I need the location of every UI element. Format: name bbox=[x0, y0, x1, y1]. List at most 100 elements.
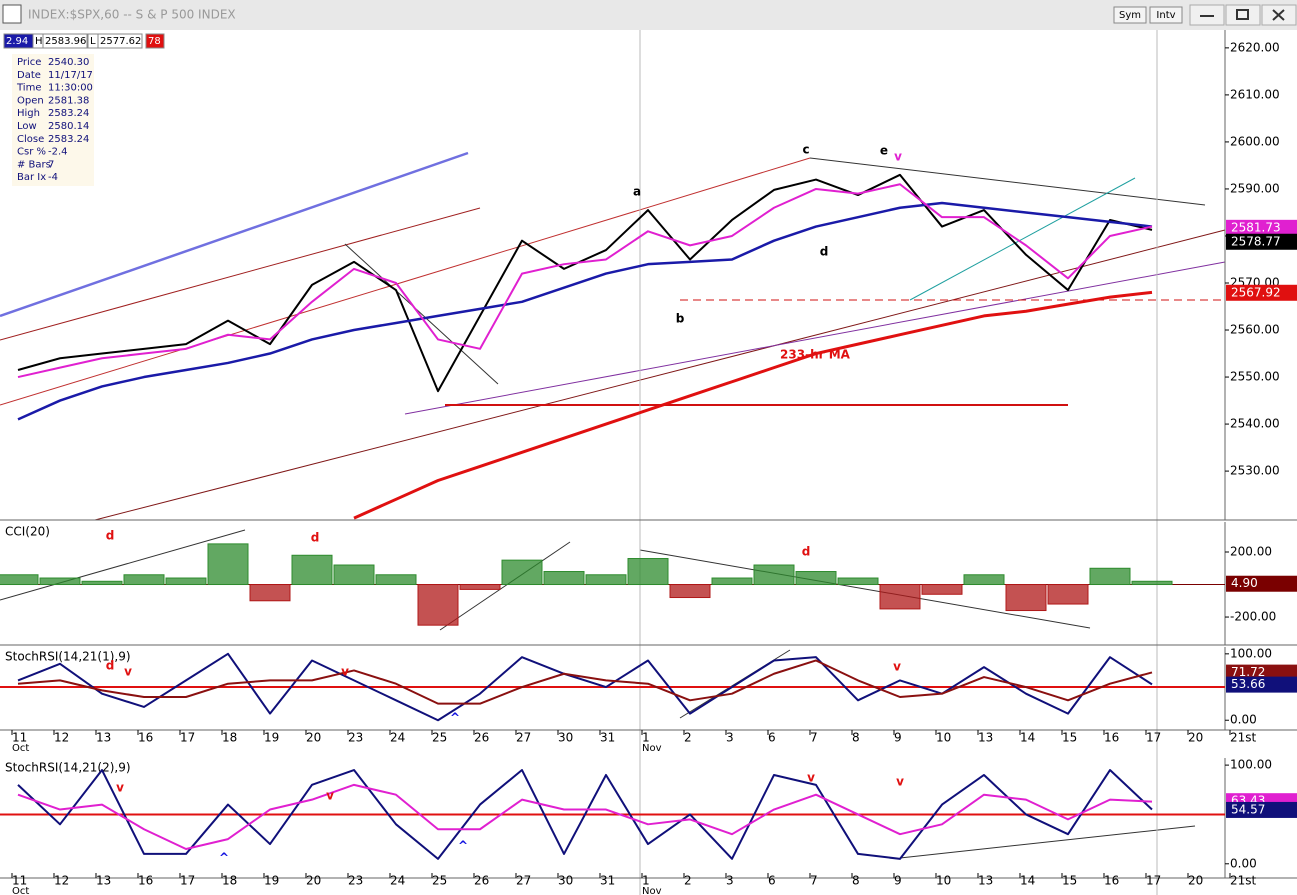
x-tick-label: 30 bbox=[558, 731, 573, 745]
quote-text: L bbox=[90, 36, 96, 47]
intv-button[interactable] bbox=[1149, 6, 1183, 24]
bar bbox=[837, 577, 879, 586]
y-tick-label: 2530.00 bbox=[1230, 464, 1280, 478]
x-tick-label: 17 bbox=[1146, 731, 1161, 745]
data-value: 2540.30 bbox=[48, 57, 89, 68]
x-tick-label: 13 bbox=[96, 731, 111, 745]
annotation: 233-hr MA bbox=[780, 348, 851, 362]
data-value: 2581.38 bbox=[48, 95, 89, 106]
annotation: d bbox=[311, 531, 320, 545]
annotation: v bbox=[894, 150, 902, 164]
annotation: d bbox=[802, 545, 811, 559]
x-tick-label: 17 bbox=[1146, 874, 1161, 888]
y-tick-label: -200.00 bbox=[1230, 610, 1276, 624]
x-tick-label: 20 bbox=[1188, 731, 1203, 745]
x-tick-label: 27 bbox=[516, 731, 531, 745]
last-value-label: 71.72 bbox=[1231, 665, 1265, 679]
data-value: 2580.14 bbox=[48, 121, 89, 132]
x-tick-label: 6 bbox=[768, 731, 776, 745]
x-tick-label: 15 bbox=[1062, 731, 1077, 745]
maximize-icon bbox=[1236, 9, 1249, 20]
x-tick-label: 19 bbox=[264, 731, 279, 745]
series-line bbox=[17, 769, 1153, 860]
data-label: Close bbox=[17, 134, 44, 145]
trend-line bbox=[899, 825, 1196, 859]
annotation: d bbox=[106, 529, 115, 543]
bar bbox=[1089, 567, 1131, 586]
y-tick-label: 2590.00 bbox=[1230, 181, 1280, 195]
x-tick-label: 21st bbox=[1230, 731, 1257, 745]
data-value: 2583.24 bbox=[48, 108, 89, 119]
last-value-box bbox=[1226, 801, 1297, 818]
x-tick-label: 18 bbox=[222, 731, 237, 745]
trend-line bbox=[0, 529, 246, 601]
x-tick-label: 19 bbox=[264, 874, 279, 888]
y-tick-label: 2560.00 bbox=[1230, 323, 1280, 337]
annotation: c bbox=[802, 143, 809, 157]
annotation: v bbox=[341, 665, 349, 679]
bar bbox=[1131, 580, 1173, 586]
data-value: -4 bbox=[48, 172, 58, 183]
bar bbox=[879, 584, 921, 610]
data-label: High bbox=[17, 108, 40, 119]
x-tick-label: 10 bbox=[936, 731, 951, 745]
quote-cell bbox=[97, 33, 143, 49]
x-tick-label: 12 bbox=[54, 731, 69, 745]
x-tick-label: 7 bbox=[810, 731, 818, 745]
data-label: Csr % bbox=[17, 147, 46, 158]
x-tick-label: 21st bbox=[1230, 874, 1257, 888]
quote-text: 2577.62 bbox=[100, 36, 141, 47]
x-tick-label: 20 bbox=[306, 874, 321, 888]
panel-title: CCI(20) bbox=[5, 525, 50, 539]
annotation: v bbox=[326, 789, 334, 803]
x-tick-label: 17 bbox=[180, 731, 195, 745]
x-tick-label: 8 bbox=[852, 731, 860, 745]
y-tick-label: 2620.00 bbox=[1230, 40, 1280, 54]
bar bbox=[795, 571, 837, 586]
quote-text: 2583.96 bbox=[45, 36, 86, 47]
bar bbox=[249, 584, 291, 602]
last-value-label: 2578.77 bbox=[1231, 234, 1281, 248]
x-tick-label: 27 bbox=[516, 874, 531, 888]
x-tick-label: 13 bbox=[978, 874, 993, 888]
annotation: v bbox=[896, 775, 904, 789]
x-tick-label: 17 bbox=[180, 874, 195, 888]
x-tick-label: 23 bbox=[348, 874, 363, 888]
data-label: Time bbox=[16, 83, 41, 94]
y-tick-label: 200.00 bbox=[1230, 545, 1272, 559]
sym-button[interactable] bbox=[1113, 6, 1147, 24]
bar bbox=[375, 574, 417, 586]
last-value-box bbox=[1226, 219, 1297, 236]
panel-title: StochRSI(14,21(1),9) bbox=[5, 650, 131, 664]
bar bbox=[165, 577, 207, 586]
maximize-button[interactable] bbox=[1225, 4, 1261, 26]
bar bbox=[627, 558, 669, 586]
bar bbox=[501, 559, 543, 586]
x-tick-label: 11 bbox=[12, 731, 27, 745]
data-box bbox=[12, 54, 94, 186]
last-value-box bbox=[1226, 575, 1297, 592]
bar bbox=[417, 584, 459, 626]
bar bbox=[333, 564, 375, 586]
x-tick-label: 3 bbox=[726, 874, 734, 888]
sym-label[interactable]: Sym bbox=[1119, 10, 1141, 21]
annotation: v bbox=[116, 781, 124, 795]
bar bbox=[0, 574, 39, 586]
x-tick-label: 16 bbox=[138, 874, 153, 888]
trend-line bbox=[0, 157, 811, 406]
x-tick-label: 6 bbox=[768, 874, 776, 888]
bar bbox=[753, 564, 795, 586]
month-label: Nov bbox=[642, 743, 662, 754]
annotation: b bbox=[676, 312, 685, 326]
trend-line bbox=[909, 177, 1136, 301]
x-tick-label: 8 bbox=[852, 874, 860, 888]
month-label: Nov bbox=[642, 886, 662, 895]
bar bbox=[207, 543, 249, 586]
annotation: ^ bbox=[219, 851, 229, 865]
series-line bbox=[17, 173, 1153, 393]
series-line bbox=[17, 783, 1153, 850]
bar bbox=[585, 574, 627, 586]
trend-line bbox=[0, 151, 469, 318]
x-tick-label: 10 bbox=[936, 874, 951, 888]
intv-label[interactable]: Intv bbox=[1156, 10, 1175, 21]
